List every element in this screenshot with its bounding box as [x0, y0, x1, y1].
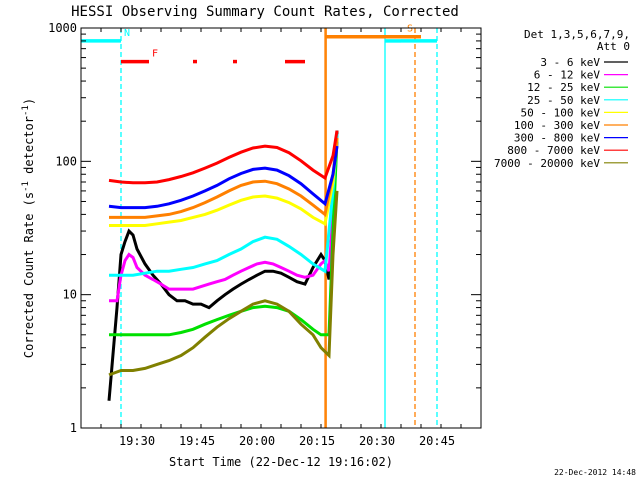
series-line-4: [109, 137, 339, 227]
legend-entry-label-5: 100 - 300 keV: [514, 119, 600, 132]
flag-label-s: S: [407, 24, 413, 35]
plot-area: N F S 19:30 19:45 20:00 20:15 20:30 20:45 1 10 10…: [48, 21, 482, 448]
x-tick-label-2: 20:00: [239, 434, 275, 448]
x-tick-label-0: 19:30: [119, 434, 155, 448]
x-tick-label-1: 19:45: [179, 434, 215, 448]
flag-label-f: F: [152, 49, 158, 60]
legend-subtitle: Att 0: [597, 40, 630, 53]
y-axis-label-end: ): [22, 98, 36, 105]
y-axis-ticks: 1 10 100 1000: [48, 21, 481, 435]
x-tick-label-5: 20:45: [419, 434, 455, 448]
legend-title: Det 1,3,5,6,7,9,: [524, 28, 630, 41]
legend-entry-label-1: 6 - 12 keV: [534, 69, 601, 82]
y-tick-label-2: 100: [55, 154, 77, 168]
series-line-7: [108, 130, 339, 185]
y-tick-label-0: 1: [70, 421, 77, 435]
flag-bars: N F S: [81, 24, 437, 64]
y-axis-label-sup1: -1: [21, 181, 31, 192]
x-axis-label: Start Time (22-Dec-12 19:16:02): [169, 455, 393, 469]
y-tick-label-1: 10: [63, 288, 77, 302]
legend-entry-label-2: 12 - 25 keV: [527, 81, 600, 94]
footer-timestamp: 22-Dec-2012 14:48: [554, 468, 636, 477]
x-tick-label-3: 20:15: [299, 434, 335, 448]
series-line-1: [109, 141, 339, 303]
x-axis-ticks: 19:30 19:45 20:00 20:15 20:30 20:45: [80, 28, 482, 448]
series-line-6: [108, 145, 339, 210]
legend-entry-label-7: 800 - 7000 keV: [507, 144, 600, 157]
series-line-8: [108, 190, 339, 377]
y-axis-label-mid: detector: [22, 116, 36, 181]
legend-entry-label-4: 50 - 100 keV: [521, 106, 601, 119]
legend-entry-label-3: 25 - 50 keV: [527, 94, 600, 107]
chart-title: HESSI Observing Summary Count Rates, Cor…: [71, 4, 459, 20]
series-line-2: [109, 137, 339, 337]
y-axis-label-sup2: -1: [21, 105, 31, 116]
series-group: [107, 130, 339, 401]
y-axis-label: Corrected Count Rate (s-1 detector-1): [21, 98, 36, 358]
flag-label-n: N: [124, 28, 130, 39]
legend-entry-label-6: 300 - 800 keV: [514, 132, 600, 145]
series-line-5: [109, 137, 339, 219]
series-line-0: [107, 130, 339, 401]
y-axis-label-main: Corrected Count Rate (s: [22, 192, 36, 358]
legend-entry-label-8: 7000 - 20000 keV: [494, 157, 600, 170]
vertical-lines: [120, 28, 438, 428]
x-tick-label-4: 20:30: [359, 434, 395, 448]
legend-entry-label-0: 3 - 6 keV: [540, 56, 600, 69]
series-line-3: [109, 133, 339, 277]
y-tick-label-3: 1000: [48, 21, 77, 35]
